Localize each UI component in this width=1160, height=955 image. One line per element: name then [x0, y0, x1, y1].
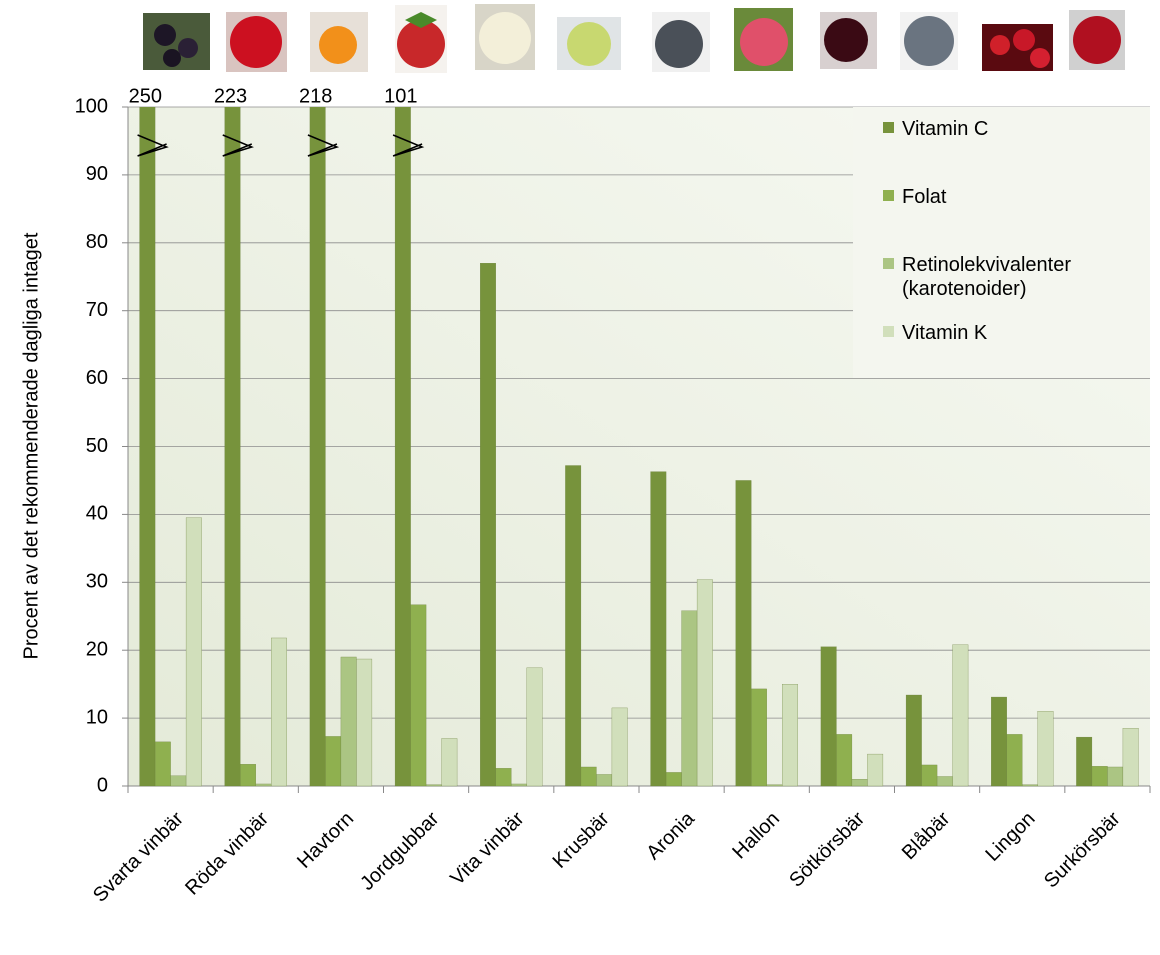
bar — [441, 738, 458, 787]
legend-item: Retinolekvivalenter (karotenoider) — [883, 253, 1122, 301]
break-mark — [307, 134, 340, 157]
bar — [952, 644, 969, 787]
bar — [1091, 766, 1108, 787]
bar — [596, 774, 613, 787]
legend-swatch — [883, 326, 894, 337]
bar — [921, 764, 938, 787]
bar — [425, 784, 442, 787]
bar — [782, 684, 798, 787]
legend-label: Vitamin C — [902, 118, 989, 140]
berry-images — [143, 4, 1125, 73]
bar — [1037, 711, 1054, 787]
bar — [511, 783, 527, 787]
legend-swatch — [883, 122, 894, 133]
x-tick-label: Havtorn — [293, 808, 358, 873]
legend-swatch — [883, 190, 894, 201]
data-label: 218 — [299, 85, 332, 107]
break-mark — [137, 134, 169, 157]
data-label: 250 — [129, 85, 162, 107]
bar — [991, 696, 1007, 787]
bar — [580, 766, 597, 787]
x-tick-label: Röda vinbär — [181, 807, 273, 899]
bar — [325, 736, 342, 787]
break-mark — [392, 134, 425, 157]
legend-label: Retinolekvivalenter (karotenoider) — [902, 254, 1071, 300]
data-label: 223 — [214, 85, 247, 107]
bar — [1076, 736, 1093, 787]
bar — [170, 775, 187, 787]
y-tick-label: 70 — [86, 299, 108, 321]
y-tick-label: 30 — [86, 571, 108, 593]
x-tick-label: Jordgubbar — [356, 807, 443, 894]
x-tick-label: Blåbär — [898, 807, 955, 864]
bar — [410, 604, 427, 787]
bar — [867, 753, 884, 787]
bar — [565, 465, 582, 787]
bar — [1022, 784, 1038, 787]
x-tick-label: Krusbär — [549, 807, 614, 872]
x-tick-label: Surkörsbär — [1040, 807, 1125, 892]
bar — [665, 772, 682, 787]
y-tick-label: 0 — [97, 774, 108, 796]
bar — [309, 107, 326, 787]
break-mark — [222, 134, 254, 157]
bar — [271, 637, 287, 787]
y-tick-label: 60 — [86, 367, 108, 389]
bar — [1122, 728, 1139, 787]
bar — [1107, 766, 1124, 787]
legend-item: Vitamin K — [883, 321, 1122, 345]
y-tick-label: 90 — [86, 163, 108, 185]
y-tick-label: 80 — [86, 231, 108, 253]
y-tick-label: 10 — [86, 706, 108, 728]
data-label: 101 — [384, 85, 417, 107]
bar — [611, 707, 628, 787]
y-axis-title: Procent av det rekommenderade dagliga in… — [20, 232, 42, 659]
bar — [224, 107, 241, 787]
x-tick-label: Aronia — [642, 807, 699, 864]
bar — [735, 480, 752, 787]
bar — [851, 779, 868, 787]
bar — [766, 784, 783, 787]
bar — [820, 646, 837, 787]
bar — [696, 579, 713, 787]
bar — [1006, 734, 1023, 787]
bar — [905, 694, 922, 787]
bar — [936, 776, 953, 787]
legend: Vitamin C Folat Retinolekvivalenter (karot… — [853, 107, 1150, 378]
bar — [495, 768, 512, 787]
bar — [650, 471, 667, 787]
bar — [526, 667, 543, 787]
y-tick-label: 100 — [75, 95, 108, 117]
x-tick-label: Hallon — [728, 808, 784, 864]
bar — [394, 107, 411, 787]
y-tick-label: 40 — [86, 503, 108, 525]
legend-item: Vitamin C — [883, 117, 1122, 141]
bar — [255, 783, 272, 787]
bar — [139, 107, 156, 787]
bar — [751, 688, 767, 787]
x-tick-label: Lingon — [981, 808, 1039, 866]
bar — [240, 764, 256, 787]
bar — [356, 658, 373, 787]
bar — [480, 263, 496, 787]
bar — [154, 741, 171, 787]
y-tick-label: 20 — [86, 638, 108, 660]
bar — [681, 610, 698, 787]
legend-label: Folat — [902, 186, 947, 208]
x-tick-label: Sötkörsbär — [785, 807, 869, 891]
y-tick-label: 50 — [86, 435, 108, 457]
legend-swatch — [883, 258, 894, 269]
bar — [836, 734, 853, 787]
bar — [340, 656, 357, 787]
legend-label: Vitamin K — [902, 322, 988, 344]
legend-item: Folat — [883, 185, 1122, 209]
x-tick-label: Svarta vinbär — [89, 807, 188, 906]
bar — [185, 517, 202, 787]
x-tick-label: Vita vinbär — [446, 807, 528, 889]
